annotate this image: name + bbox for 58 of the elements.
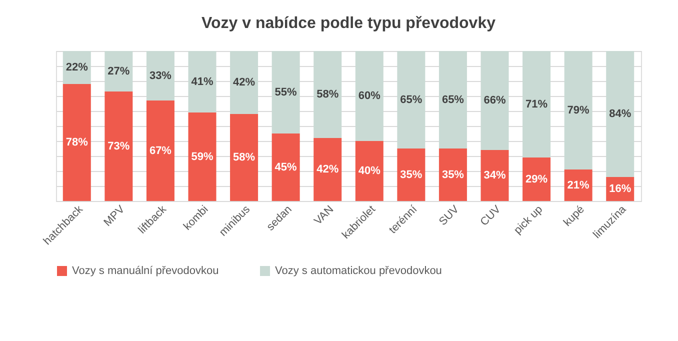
bar bbox=[522, 158, 551, 201]
bar bbox=[438, 51, 467, 148]
data-label: 66% bbox=[484, 94, 506, 106]
data-label: 58% bbox=[316, 88, 339, 100]
bar bbox=[480, 150, 509, 201]
legend-label: Vozy s automatickou převodovkou bbox=[275, 265, 442, 277]
data-label: 27% bbox=[108, 65, 130, 78]
bar bbox=[314, 138, 342, 201]
data-label: 42% bbox=[316, 164, 339, 176]
x-tick-label: pick up bbox=[512, 204, 546, 237]
bar bbox=[397, 51, 426, 148]
data-label: 34% bbox=[484, 170, 506, 182]
bar bbox=[188, 112, 216, 201]
bar bbox=[188, 51, 216, 112]
bar bbox=[355, 51, 384, 141]
data-label: 16% bbox=[609, 183, 632, 195]
data-label: 79% bbox=[567, 104, 590, 116]
bar bbox=[272, 134, 300, 201]
data-label: 59% bbox=[191, 150, 214, 163]
data-label: 78% bbox=[66, 136, 88, 148]
bar bbox=[480, 51, 509, 150]
data-label: 40% bbox=[358, 165, 381, 177]
data-label: 35% bbox=[442, 168, 464, 181]
bar bbox=[230, 114, 258, 201]
data-label: 84% bbox=[609, 108, 632, 120]
bar bbox=[272, 51, 300, 134]
bar bbox=[438, 148, 467, 201]
data-label: 35% bbox=[400, 168, 422, 181]
bar bbox=[606, 51, 634, 177]
bar bbox=[355, 141, 384, 201]
data-label: 55% bbox=[274, 86, 298, 98]
bar bbox=[104, 92, 133, 201]
bar bbox=[397, 148, 426, 201]
bar bbox=[62, 84, 91, 201]
bar bbox=[564, 51, 592, 170]
chart-title: Vozy v nabídce podle typu převodovky bbox=[202, 15, 496, 32]
bar bbox=[314, 51, 342, 138]
data-label: 21% bbox=[567, 179, 590, 192]
bar bbox=[230, 51, 258, 114]
bar bbox=[146, 51, 174, 100]
bar bbox=[522, 51, 551, 158]
data-label: 29% bbox=[526, 173, 548, 186]
legend-label: Vozy s manuální převodovkou bbox=[72, 265, 219, 277]
data-label: 65% bbox=[442, 94, 464, 106]
data-label: 22% bbox=[66, 62, 88, 74]
data-label: 67% bbox=[149, 144, 172, 157]
data-label: 42% bbox=[233, 76, 256, 88]
bar bbox=[146, 100, 174, 201]
data-label: 60% bbox=[358, 90, 381, 102]
data-label: 45% bbox=[274, 161, 298, 174]
x-tick-label: VAN bbox=[312, 203, 336, 228]
data-label: 41% bbox=[191, 76, 214, 88]
data-label: 65% bbox=[400, 94, 422, 106]
data-label: 71% bbox=[526, 98, 548, 110]
data-label: 58% bbox=[233, 152, 256, 164]
bar bbox=[104, 51, 133, 92]
data-label: 73% bbox=[108, 140, 130, 152]
data-label: 33% bbox=[149, 70, 172, 82]
